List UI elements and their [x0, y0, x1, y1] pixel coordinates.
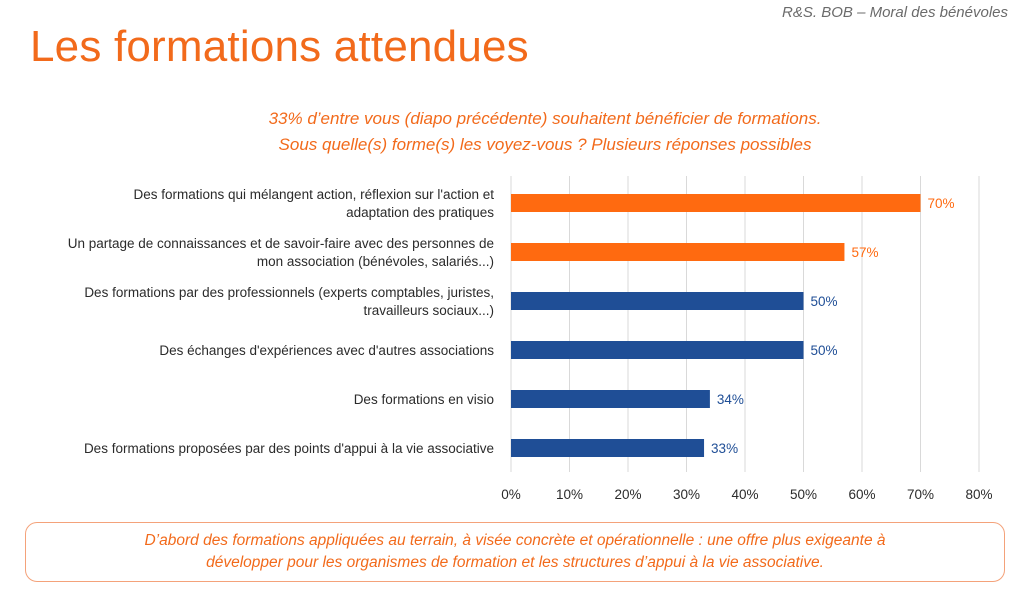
question-line-1: 33% d’entre vous (diapo précédente) souh…: [268, 109, 822, 128]
value-label: 50%: [811, 294, 838, 309]
category-label: Des échanges d'expériences avec d'autres…: [159, 343, 494, 358]
category-label: Des formations par des professionnels (e…: [84, 285, 494, 318]
conclusion-box: D’abord des formations appliquées au ter…: [25, 522, 1005, 582]
value-label: 57%: [851, 245, 878, 260]
question-line-2: Sous quelle(s) forme(s) les voyez-vous ?…: [278, 135, 812, 154]
bar: [511, 390, 710, 408]
bar: [511, 341, 804, 359]
value-label: 50%: [811, 343, 838, 358]
conclusion-line-2: développer pour les organismes de format…: [206, 554, 824, 571]
bar: [511, 292, 804, 310]
category-label: Des formations proposées par des points …: [84, 441, 494, 456]
category-label: Des formations en visio: [354, 392, 494, 407]
x-tick-label: 20%: [614, 487, 641, 502]
bar: [511, 243, 845, 261]
value-label: 70%: [928, 196, 955, 211]
x-tick-label: 80%: [965, 487, 992, 502]
x-tick-label: 0%: [501, 487, 521, 502]
bar-chart: 0% 10% 20% 30% 40% 50% 60% 70% 80% 70% Des formati…: [68, 176, 993, 502]
category-label: Un partage de connaissances et de savoir…: [68, 236, 494, 269]
x-tick-label: 10%: [556, 487, 583, 502]
bar: [511, 439, 705, 457]
value-label: 33%: [711, 441, 738, 456]
x-tick-label: 60%: [848, 487, 875, 502]
page-title: Les formations attendues: [30, 22, 529, 71]
x-tick-label: 70%: [907, 487, 934, 502]
presentation-reference: R&S. BOB – Moral des bénévoles: [782, 4, 1008, 21]
bar: [511, 194, 921, 212]
chart-question: 33% d’entre vous (diapo précédente) souh…: [0, 106, 1024, 158]
conclusion-line-1: D’abord des formations appliquées au ter…: [144, 532, 886, 549]
x-tick-label: 30%: [673, 487, 700, 502]
category-label: Des formations qui mélangent action, réf…: [133, 187, 494, 220]
value-label: 34%: [717, 392, 744, 407]
x-tick-label: 50%: [790, 487, 817, 502]
x-tick-label: 40%: [731, 487, 758, 502]
